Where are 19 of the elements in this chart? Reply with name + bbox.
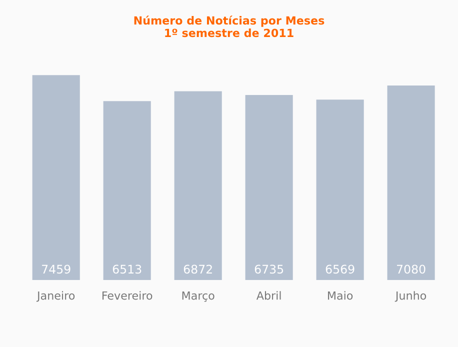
chart-title: Número de Notícias por Meses 1º semestre de 2011 bbox=[134, 16, 324, 38]
x-tick-label: Fevereiro bbox=[102, 291, 152, 300]
bar bbox=[174, 91, 222, 280]
data-label: 6569 bbox=[326, 264, 354, 274]
bar bbox=[103, 101, 151, 280]
data-label: 7459 bbox=[42, 264, 70, 274]
x-tick-label: Janeiro bbox=[36, 291, 75, 302]
x-tick-label: Abril bbox=[256, 291, 281, 300]
bar bbox=[245, 95, 293, 280]
bar bbox=[32, 75, 80, 280]
data-label: 6513 bbox=[112, 264, 142, 274]
data-label: 6872 bbox=[184, 264, 212, 274]
bar bbox=[316, 100, 364, 280]
data-label: 7080 bbox=[397, 264, 426, 274]
bar bbox=[387, 86, 435, 280]
x-tick-label: Junho bbox=[394, 291, 426, 302]
x-tick-label: Maio bbox=[328, 291, 353, 300]
x-tick-label: Março bbox=[182, 291, 214, 302]
data-label: 6735 bbox=[254, 264, 284, 274]
